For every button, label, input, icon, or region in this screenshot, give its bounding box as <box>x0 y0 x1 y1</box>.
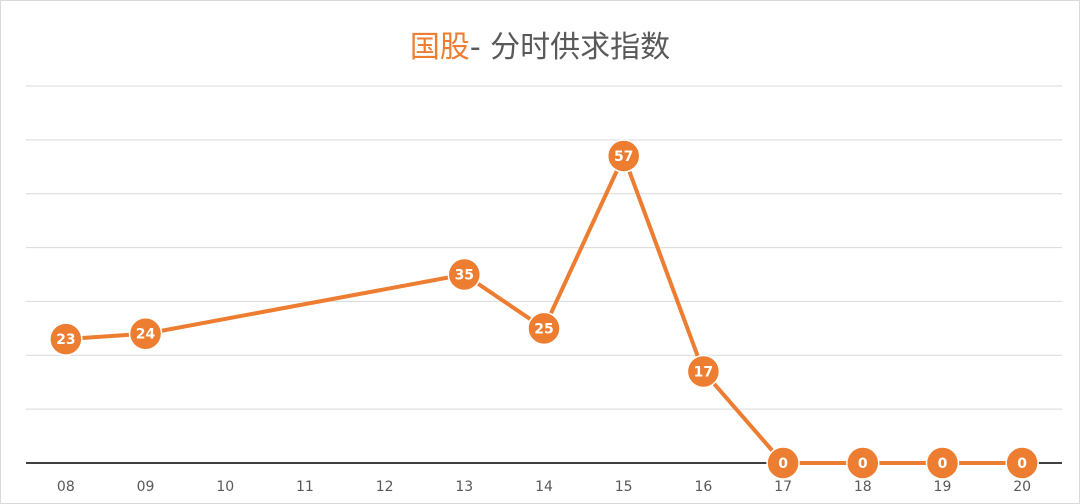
data-label: 17 <box>694 364 713 380</box>
data-point <box>766 446 800 480</box>
data-label: 0 <box>858 456 868 472</box>
x-tick-label: 09 <box>137 479 155 495</box>
data-point <box>447 257 482 292</box>
data-label: 0 <box>938 456 948 472</box>
data-label: 57 <box>614 149 633 165</box>
data-point <box>925 446 960 480</box>
data-point <box>606 139 641 173</box>
x-tick-label: 19 <box>934 479 952 495</box>
data-label: 23 <box>56 332 75 348</box>
chart-title: 国股- 分时供求指数 <box>0 22 1080 66</box>
x-tick-label: 20 <box>1013 479 1031 495</box>
data-label: 0 <box>778 456 788 472</box>
x-tick-label: 10 <box>216 479 234 495</box>
x-tick-label: 12 <box>376 479 394 495</box>
x-tick-label: 18 <box>854 479 872 495</box>
data-point <box>1005 446 1039 480</box>
chart-title-rest: - 分时供求指数 <box>469 30 671 65</box>
data-label: 24 <box>136 327 156 343</box>
data-point <box>527 311 561 346</box>
x-tick-label: 16 <box>694 479 712 495</box>
data-label: 0 <box>1017 456 1027 472</box>
series-line <box>63 154 1025 465</box>
x-tick-label: 08 <box>57 479 75 495</box>
x-tick-label: 11 <box>296 479 314 495</box>
data-point <box>128 316 163 351</box>
x-tick-label: 14 <box>535 479 553 495</box>
data-point <box>686 354 721 389</box>
data-point <box>49 322 83 356</box>
data-label: 25 <box>534 321 553 337</box>
x-tick-label: 17 <box>774 479 792 495</box>
data-point <box>846 446 880 480</box>
chart-title-accent: 国股 <box>409 30 470 65</box>
data-label: 35 <box>455 268 474 284</box>
x-tick-label: 15 <box>615 479 633 495</box>
x-tick-label: 13 <box>455 479 473 495</box>
